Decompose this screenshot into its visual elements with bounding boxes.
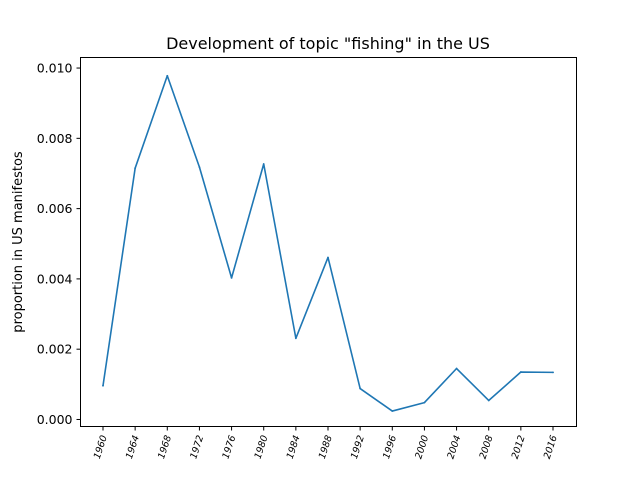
data-point [552, 371, 554, 374]
y-tick-label: 0.010 [37, 61, 73, 76]
y-tick-label: 0.000 [37, 412, 73, 427]
data-point [455, 367, 458, 370]
data-point [166, 74, 169, 77]
series-line [102, 74, 554, 412]
data-point [487, 399, 490, 402]
data-point [423, 401, 426, 404]
data-point [391, 410, 394, 412]
y-axis-label: proportion in US manifestos [11, 151, 26, 333]
x-tick-label: 1968 [156, 434, 174, 460]
data-point [294, 337, 297, 340]
data-point [262, 163, 265, 165]
x-tick-label: 2008 [478, 434, 496, 460]
data-point [327, 256, 329, 259]
axes-frame [80, 57, 577, 427]
data-point [198, 166, 201, 169]
y-tick-label: 0.004 [37, 271, 73, 286]
x-tick-label: 1976 [220, 434, 238, 460]
x-tick-label: 2012 [510, 434, 528, 460]
x-tick-label: 2000 [413, 434, 431, 460]
x-tick-label: 1964 [124, 434, 142, 460]
x-tick-label: 1988 [317, 434, 335, 460]
data-point [359, 387, 362, 390]
data-point [519, 371, 522, 373]
x-tick-label: 1992 [349, 434, 367, 460]
x-tick-label: 2016 [542, 434, 560, 460]
x-tick-label: 1972 [188, 434, 206, 460]
data-point [230, 276, 233, 279]
x-tick-label: 1996 [381, 434, 399, 460]
y-tick-label: 0.006 [37, 201, 73, 216]
data-point [102, 384, 104, 387]
y-tick-label: 0.008 [37, 131, 73, 146]
x-tick-label: 1984 [285, 434, 303, 460]
data-point [134, 167, 137, 170]
x-tick-label: 1960 [92, 434, 110, 460]
plot-area: 0.000 0.002 0.004 0.006 0.008 0.010 1960 1964 19… [37, 61, 560, 461]
chart-title: Development of topic "fishing" in the US [166, 34, 490, 53]
x-tick-label: 2004 [445, 434, 463, 460]
y-tick-label: 0.002 [37, 342, 73, 357]
x-tick-label: 1980 [253, 434, 271, 460]
